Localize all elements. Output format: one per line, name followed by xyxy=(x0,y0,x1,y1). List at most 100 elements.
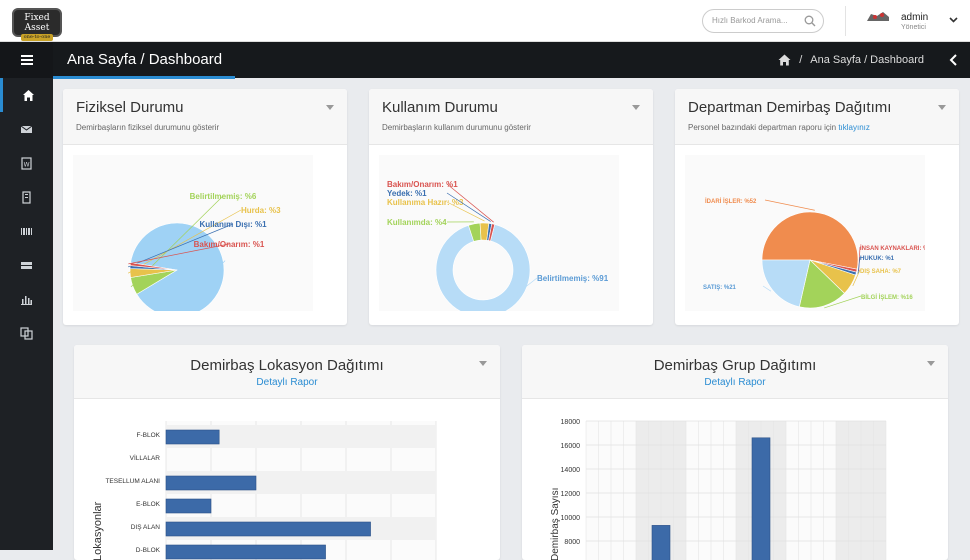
slice-label: İNSAN KAYNAKLARI: %1 xyxy=(860,245,925,252)
barcode-icon xyxy=(20,225,33,238)
page-title: Ana Sayfa / Dashboard xyxy=(67,51,222,68)
slice-label: HUKUK: %1 xyxy=(860,256,895,262)
home-icon[interactable] xyxy=(778,54,791,66)
bar-chart-icon xyxy=(20,293,33,306)
caret-down-icon[interactable] xyxy=(632,105,640,110)
chevron-left-icon[interactable] xyxy=(949,54,958,66)
slice-label: Bakım/Onarım: %1 xyxy=(194,240,265,249)
y-tick-label: 8000 xyxy=(564,539,580,546)
y-tick-label: 14000 xyxy=(561,467,581,474)
card-header: Kullanım Durumu Demirbaşların kullanım d… xyxy=(369,89,653,145)
bar[interactable] xyxy=(166,522,371,536)
sidebar-item-barcodes[interactable] xyxy=(0,214,53,248)
y-tick-label: 18000 xyxy=(561,419,581,426)
card-title: Departman Demirbaş Dağıtımı xyxy=(688,99,946,116)
menu-toggle-button[interactable] xyxy=(0,42,53,78)
y-axis-label: Demirbaş Sayısı xyxy=(550,488,561,560)
svg-text:W: W xyxy=(24,161,30,168)
caret-down-icon[interactable] xyxy=(326,105,334,110)
barcode-search-input[interactable]: Hızlı Barkod Arama... xyxy=(702,9,824,33)
slice-label: DIŞ SAHA: %7 xyxy=(860,269,902,275)
category-label: F-BLOK xyxy=(137,432,161,439)
bar[interactable] xyxy=(166,430,219,444)
card-subtitle: Demirbaşların kullanım durumunu gösterir xyxy=(382,123,640,132)
chevron-down-icon[interactable] xyxy=(949,17,958,23)
caret-down-icon[interactable] xyxy=(938,105,946,110)
card-subtitle: Personel bazındaki departman raporu için… xyxy=(688,123,946,132)
y-tick-label: 10000 xyxy=(561,515,581,522)
sidebar-item-documents[interactable]: W xyxy=(0,146,53,180)
user-name[interactable]: admin xyxy=(901,12,928,23)
search-icon[interactable] xyxy=(804,15,816,27)
caret-down-icon[interactable] xyxy=(927,361,935,366)
top-bar: Fixed Asset one-to-one Hızlı Barkod Aram… xyxy=(0,0,970,42)
card-header: Departman Demirbaş Dağıtımı Personel baz… xyxy=(675,89,959,145)
card-header: Demirbaş Grup Dağıtımı Detaylı Rapor xyxy=(522,345,948,399)
sidebar-item-copy[interactable] xyxy=(0,316,53,350)
sidebar-item-reports[interactable] xyxy=(0,282,53,316)
bar[interactable] xyxy=(166,499,211,513)
slice-label: Kullanım Dışı: %1 xyxy=(199,220,267,229)
y-axis-label: Lokasyonlar xyxy=(92,501,104,560)
bar[interactable] xyxy=(166,545,326,559)
category-label: DIŞ ALAN xyxy=(131,524,161,531)
card-subtitle: Demirbaşların fiziksel durumunu gösterir xyxy=(76,123,334,132)
slice-label: Kullanıma Hazır: %3 xyxy=(387,198,464,207)
breadcrumb-current[interactable]: Ana Sayfa / Dashboard xyxy=(810,54,924,66)
category-label: D-BLOK xyxy=(136,547,161,554)
category-label: E-BLOK xyxy=(136,501,161,508)
bar[interactable] xyxy=(752,438,770,560)
location-distribution-card: Demirbaş Lokasyon Dağıtımı Detaylı Rapor… xyxy=(74,345,500,560)
bar[interactable] xyxy=(652,525,670,560)
department-distribution-card: Departman Demirbaş Dağıtımı Personel baz… xyxy=(675,89,959,325)
slice-label: BİLGİ İŞLEM: %16 xyxy=(861,294,913,301)
detailed-report-link[interactable]: Detaylı Rapor xyxy=(535,377,935,388)
slice-label: İDARİ İŞLER: %52 xyxy=(705,198,757,205)
user-role: Yönetici xyxy=(901,24,926,31)
detailed-report-link[interactable]: Detaylı Rapor xyxy=(87,377,487,388)
card-title: Fiziksel Durumu xyxy=(76,99,334,116)
usage-status-card: Kullanım Durumu Demirbaşların kullanım d… xyxy=(369,89,653,325)
slice-label: SATIŞ: %21 xyxy=(703,285,737,291)
user-avatar-icon[interactable] xyxy=(865,9,891,23)
copy-icon xyxy=(20,327,33,340)
category-label: TESELLUM ALANI xyxy=(105,478,160,485)
caret-down-icon[interactable] xyxy=(479,361,487,366)
slice-label: Yedek: %1 xyxy=(387,189,427,198)
hamburger-icon xyxy=(21,55,33,65)
department-pie-chart: İDARİ İŞLER: %52 İNSAN KAYNAKLARI: %1 HUKU… xyxy=(685,155,925,311)
sidebar-item-mail[interactable] xyxy=(0,112,53,146)
app-logo[interactable]: Fixed Asset one-to-one xyxy=(12,8,62,37)
home-icon xyxy=(22,89,35,102)
department-report-link[interactable]: tıklayınız xyxy=(838,123,870,132)
logo-text: Fixed Asset xyxy=(24,13,49,33)
document-icon: W xyxy=(20,157,33,170)
card-title: Demirbaş Grup Dağıtımı xyxy=(535,357,935,374)
sidebar-item-servers[interactable] xyxy=(0,248,53,282)
card-title: Kullanım Durumu xyxy=(382,99,640,116)
slice-label: Belirtilmemiş: %6 xyxy=(190,192,257,201)
bar[interactable] xyxy=(166,476,256,490)
usage-status-donut-chart: Belirtilmemiş: %91 Kullanımda: %4 Kullanım… xyxy=(379,155,619,311)
slice-label: Kullanımda: %4 xyxy=(387,218,447,227)
title-underline xyxy=(53,76,235,79)
slice-label: Bakım/Onarım: %1 xyxy=(387,180,458,189)
breadcrumb-separator: / xyxy=(799,54,802,66)
y-tick-label: 16000 xyxy=(561,443,581,450)
page-title-bar: Ana Sayfa / Dashboard / Ana Sayfa / Dash… xyxy=(53,42,970,78)
server-icon xyxy=(20,259,33,272)
sidebar-item-home[interactable] xyxy=(0,78,53,112)
search-placeholder: Hızlı Barkod Arama... xyxy=(712,16,788,25)
y-tick-label: 12000 xyxy=(561,491,581,498)
sidebar: W xyxy=(0,42,53,550)
sidebar-item-buildings[interactable] xyxy=(0,180,53,214)
slice-label: Belirtilmemiş: %91 xyxy=(537,274,609,283)
mail-icon xyxy=(20,123,33,136)
card-header: Fiziksel Durumu Demirbaşların fiziksel d… xyxy=(63,89,347,145)
breadcrumb: / Ana Sayfa / Dashboard xyxy=(778,54,924,66)
card-subtitle-text: Personel bazındaki departman raporu için xyxy=(688,123,836,132)
card-title: Demirbaş Lokasyon Dağıtımı xyxy=(87,357,487,374)
